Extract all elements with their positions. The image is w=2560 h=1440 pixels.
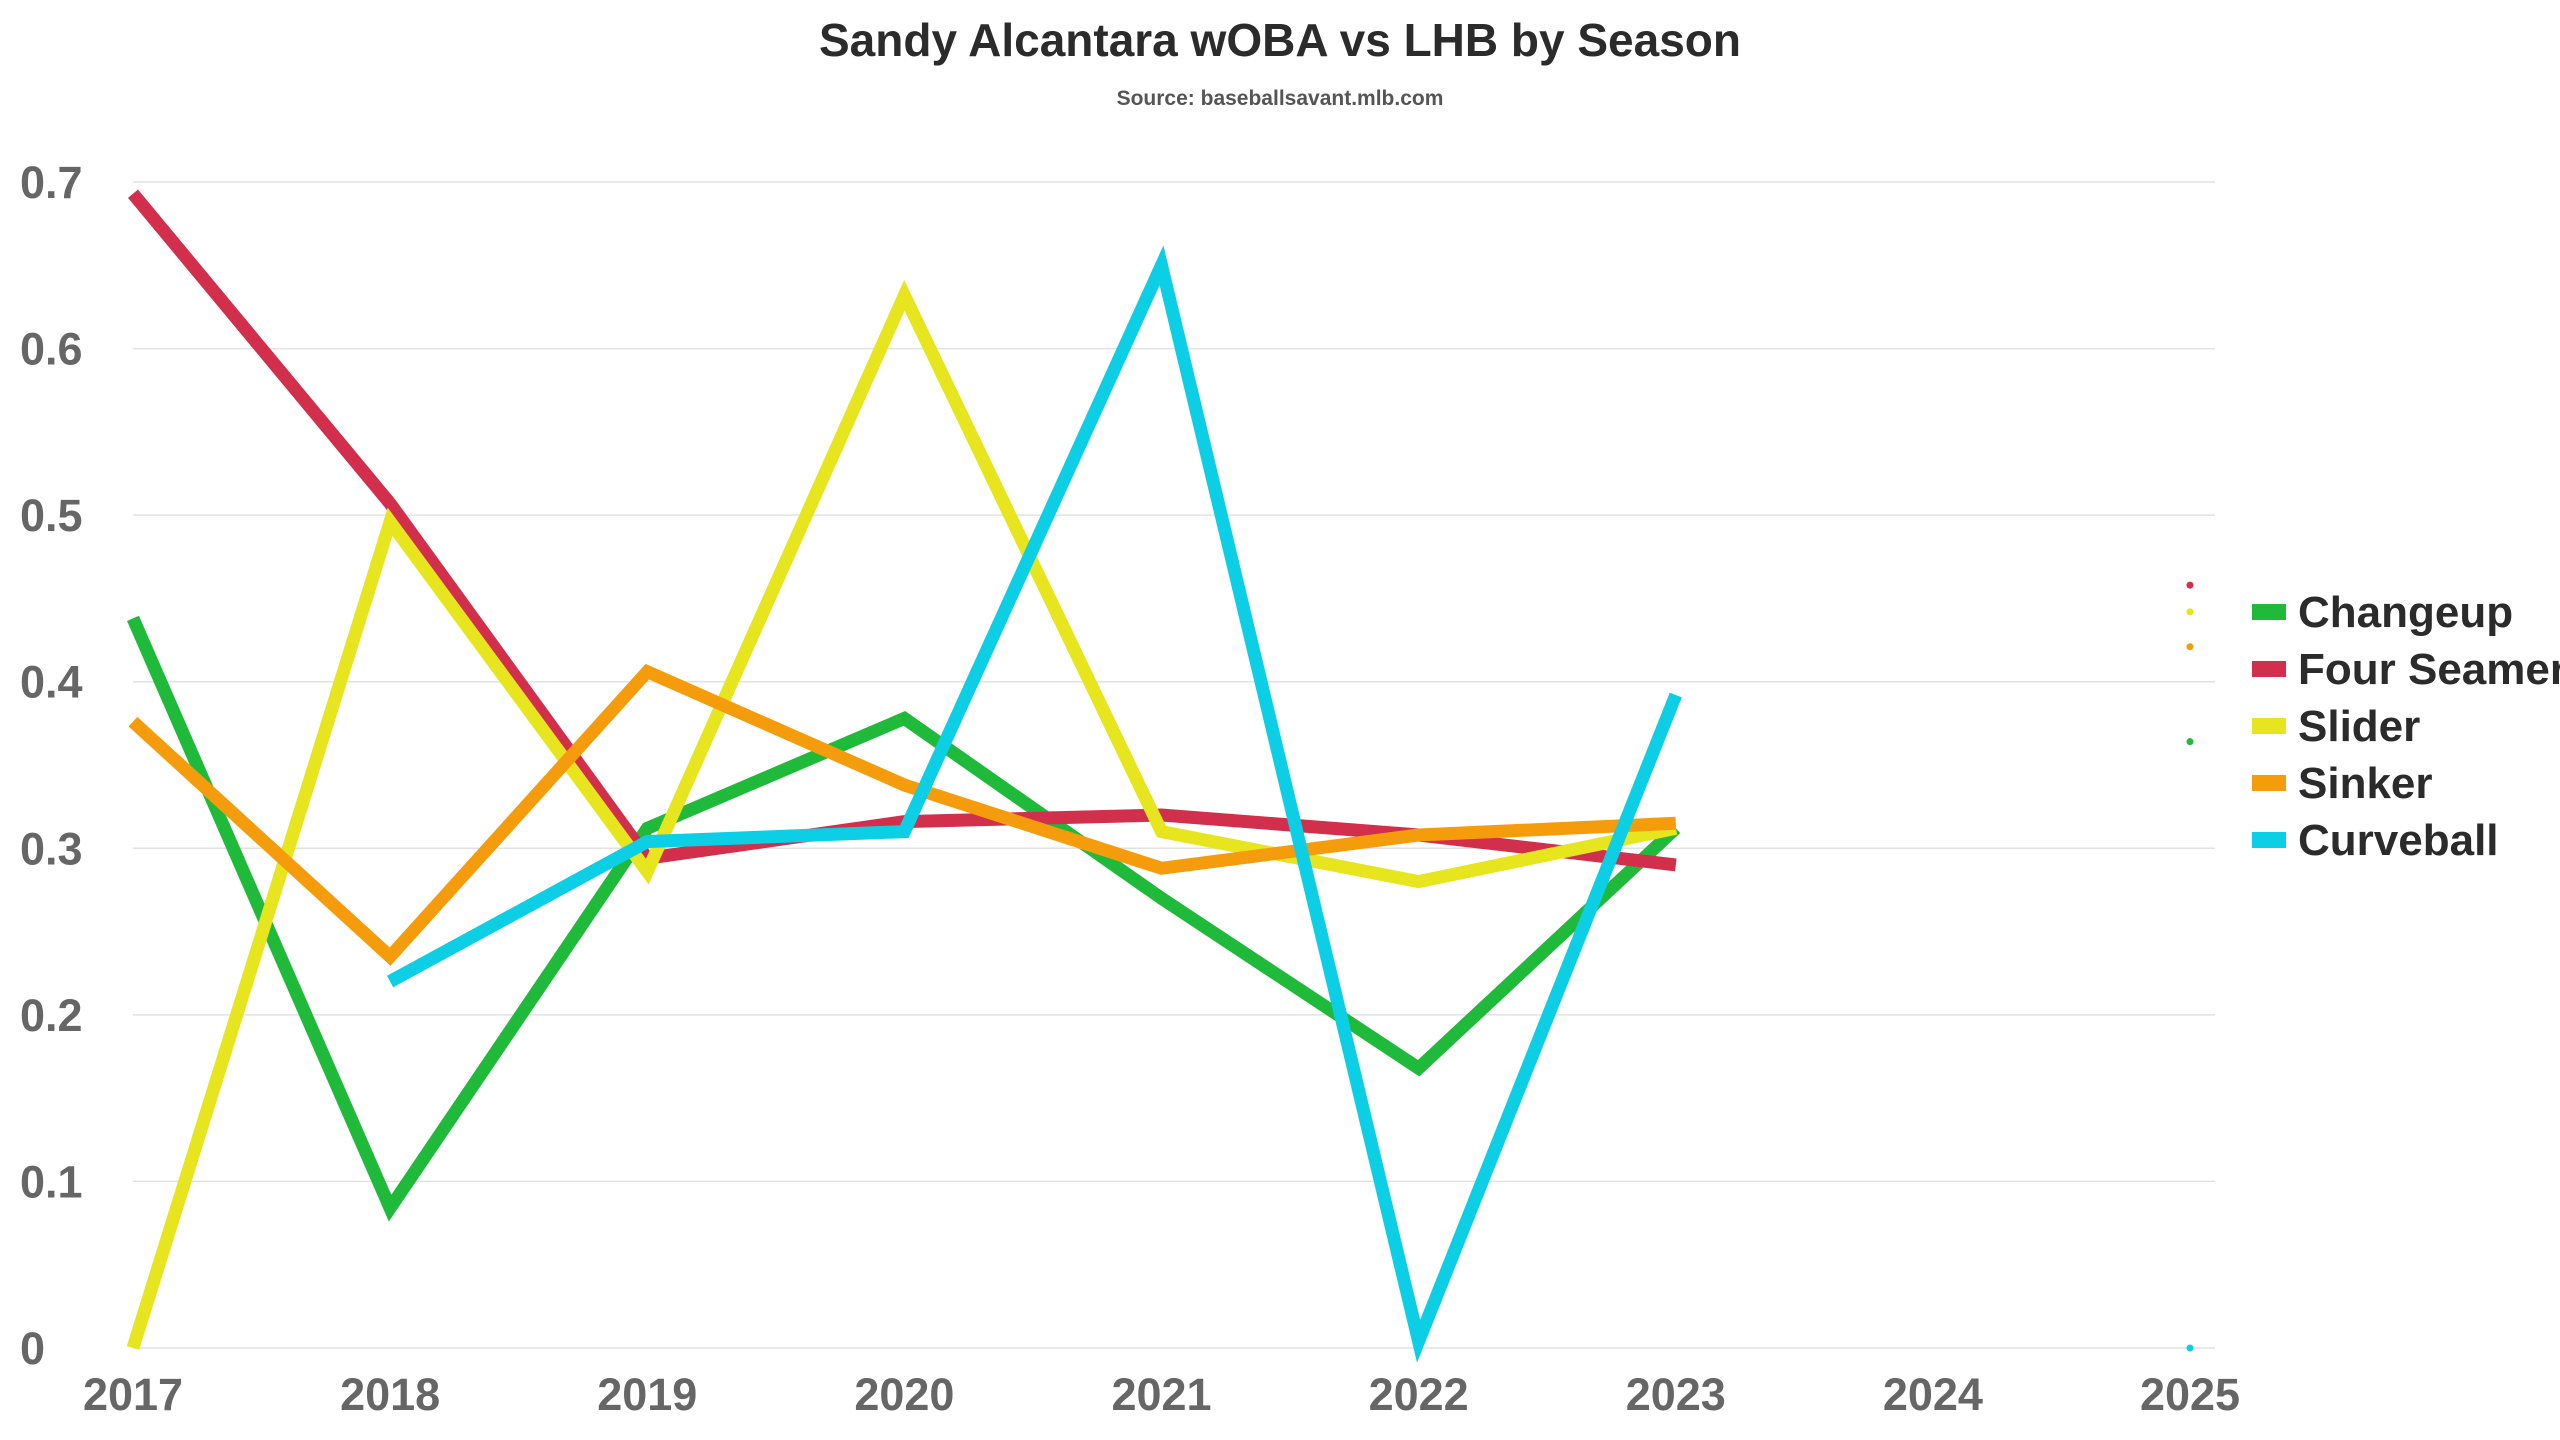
series-line-sinker	[128, 663, 1677, 966]
y-tick-label: 0.4	[20, 657, 83, 708]
y-tick-label: 0.7	[20, 157, 83, 208]
point-slider	[2186, 608, 2194, 616]
orphan-points-layer	[2186, 581, 2194, 1352]
y-tick-label: 0.1	[20, 1156, 83, 1207]
x-tick-label: 2025	[2140, 1369, 2240, 1420]
y-tick-label: 0.2	[20, 990, 83, 1041]
y-tick-label: 0	[20, 1323, 45, 1374]
x-tick-label: 2020	[854, 1369, 954, 1420]
legend-swatch	[2252, 661, 2286, 677]
legend-label: Changeup	[2298, 588, 2513, 637]
legend-item-curveball[interactable]: Curveball	[2252, 816, 2499, 865]
y-axis-ticks: 0 0.1 0.2 0.3 0.4 0.5 0.6 0.7	[20, 157, 83, 1374]
x-tick-label: 2021	[1111, 1369, 1211, 1420]
x-tick-label: 2019	[597, 1369, 697, 1420]
legend-label: Slider	[2298, 702, 2420, 751]
x-tick-label: 2017	[83, 1369, 183, 1420]
y-tick-label: 0.5	[20, 490, 83, 541]
point-sinker	[2186, 643, 2194, 651]
legend: Changeup Four Seamer Slider Sinker Curveball	[2252, 588, 2560, 865]
chart-title: Sandy Alcantara wOBA vs LHB by Season	[819, 14, 1741, 66]
legend-swatch	[2252, 832, 2286, 848]
point-curveball	[2186, 1344, 2194, 1352]
x-tick-label: 2022	[1369, 1369, 1469, 1420]
legend-item-sinker[interactable]: Sinker	[2252, 759, 2433, 808]
legend-item-four-seamer[interactable]: Four Seamer	[2252, 645, 2560, 694]
legend-item-slider[interactable]: Slider	[2252, 702, 2420, 751]
legend-swatch	[2252, 718, 2286, 734]
series-line-slider	[126, 279, 1678, 1350]
series-line-curveball	[386, 245, 1682, 1363]
x-tick-label: 2023	[1626, 1369, 1726, 1420]
legend-swatch	[2252, 604, 2286, 620]
series-line-changeup	[127, 615, 1681, 1222]
legend-item-changeup[interactable]: Changeup	[2252, 588, 2513, 637]
legend-swatch	[2252, 775, 2286, 791]
x-tick-label: 2018	[340, 1369, 440, 1420]
point-four-seamer	[2186, 581, 2194, 589]
point-changeup	[2186, 738, 2194, 746]
legend-label: Curveball	[2298, 816, 2499, 865]
legend-label: Four Seamer	[2298, 645, 2560, 694]
y-tick-label: 0.6	[20, 324, 83, 375]
y-tick-label: 0.3	[20, 823, 83, 874]
chart-subtitle: Source: baseballsavant.mlb.com	[1117, 87, 1444, 110]
grid-layer	[133, 181, 2215, 1349]
series-layer	[126, 189, 1682, 1363]
x-tick-label: 2024	[1883, 1369, 1983, 1420]
legend-label: Sinker	[2298, 759, 2433, 808]
x-axis-ticks: 2017 2018 2019 2020 2021 2022 2023 2024 2025	[83, 1369, 2240, 1420]
